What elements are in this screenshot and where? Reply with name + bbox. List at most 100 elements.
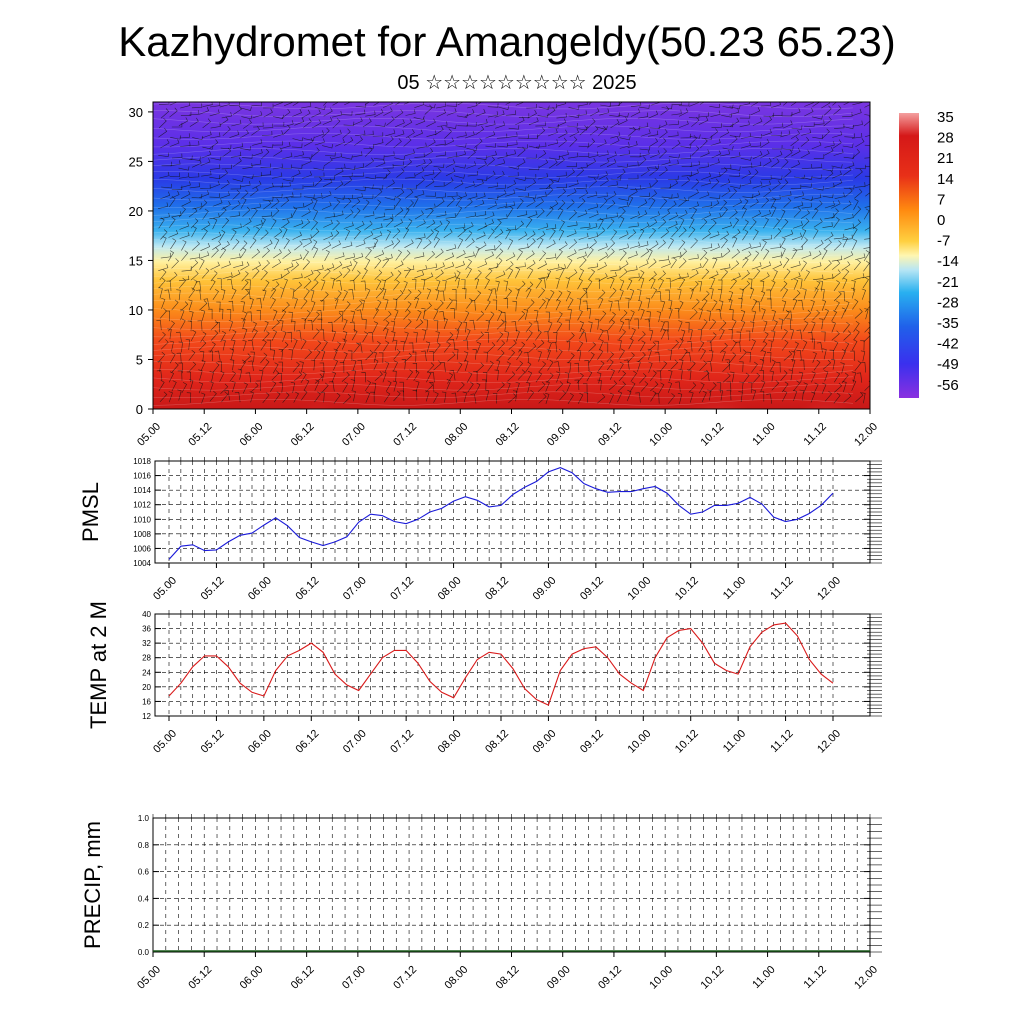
wind-barb bbox=[794, 191, 805, 199]
wind-barb bbox=[327, 321, 333, 333]
wind-barb bbox=[416, 176, 425, 187]
wind-barb bbox=[373, 307, 379, 319]
wind-barb bbox=[333, 312, 343, 323]
isotherm-line bbox=[153, 376, 854, 383]
wind-barb bbox=[331, 152, 343, 160]
wind-barb bbox=[344, 136, 354, 146]
wind-barb bbox=[766, 352, 772, 363]
wind-barb bbox=[619, 309, 628, 321]
wind-barb bbox=[158, 127, 168, 138]
x-tick-label: 10.00 bbox=[625, 728, 653, 756]
wind-barb bbox=[216, 301, 221, 313]
wind-barb bbox=[748, 278, 753, 290]
wind-barb bbox=[579, 257, 587, 268]
wind-barb bbox=[212, 198, 223, 207]
isotherm-line bbox=[153, 125, 854, 133]
wind-barb bbox=[241, 154, 253, 159]
wind-barb bbox=[528, 117, 539, 126]
wind-barb bbox=[701, 298, 708, 310]
wind-barb bbox=[383, 169, 391, 180]
wind-barb bbox=[538, 272, 549, 279]
wind-barb bbox=[220, 383, 229, 394]
wind-barb bbox=[596, 227, 606, 238]
wind-barb bbox=[722, 221, 732, 230]
wind-barb bbox=[219, 191, 230, 199]
wind-barb bbox=[646, 311, 651, 322]
wind-barb bbox=[639, 192, 650, 197]
wind-barb bbox=[752, 117, 763, 126]
wind-barb bbox=[667, 237, 675, 249]
isotherm-line bbox=[153, 193, 854, 201]
wind-barb bbox=[623, 359, 630, 370]
wind-barb bbox=[556, 183, 567, 189]
wind-barb bbox=[824, 201, 835, 209]
colorbar-label: -49 bbox=[937, 356, 959, 373]
wind-barb bbox=[832, 269, 841, 280]
wind-barb bbox=[321, 382, 329, 394]
wind-barb bbox=[292, 102, 300, 106]
wind-barb bbox=[477, 260, 488, 269]
wind-barb bbox=[619, 216, 625, 228]
wind-barb bbox=[251, 261, 262, 271]
wind-barb bbox=[271, 281, 280, 292]
wind-barb bbox=[709, 103, 721, 109]
wind-barb bbox=[719, 300, 724, 312]
wind-barb bbox=[628, 174, 639, 180]
wind-barb bbox=[446, 102, 458, 107]
wind-barb bbox=[865, 192, 870, 197]
wind-barb bbox=[576, 184, 587, 189]
wind-barb bbox=[394, 309, 399, 321]
wind-barb bbox=[598, 171, 609, 180]
wind-barb bbox=[782, 390, 788, 402]
wind-barb bbox=[546, 239, 556, 249]
wind-barb bbox=[610, 119, 620, 129]
wind-barb bbox=[833, 233, 845, 240]
wind-barb bbox=[406, 199, 414, 211]
wind-barb bbox=[596, 393, 606, 404]
wind-barb bbox=[701, 201, 713, 208]
wind-barb bbox=[742, 251, 752, 261]
wind-barb bbox=[178, 117, 189, 126]
wind-barb bbox=[790, 107, 801, 116]
wind-barb bbox=[505, 149, 516, 157]
wind-barb bbox=[597, 139, 607, 148]
wind-barb bbox=[475, 125, 485, 136]
wind-barb bbox=[439, 290, 445, 301]
wind-barb bbox=[753, 268, 761, 280]
wind-barb bbox=[212, 240, 222, 250]
wind-barb bbox=[853, 259, 861, 271]
wind-barb bbox=[474, 290, 482, 301]
wind-barb bbox=[842, 166, 852, 176]
wind-barb bbox=[689, 309, 698, 320]
wind-barb bbox=[415, 233, 426, 240]
wind-barb bbox=[650, 381, 659, 392]
wind-barb bbox=[230, 229, 237, 241]
wind-barb bbox=[558, 241, 568, 251]
wind-barb bbox=[517, 280, 526, 291]
wind-barb bbox=[822, 167, 834, 172]
wind-barb bbox=[722, 122, 734, 128]
wind-barb bbox=[523, 309, 528, 321]
wind-barb bbox=[385, 135, 394, 146]
wind-barb bbox=[533, 321, 539, 332]
wind-barb bbox=[158, 379, 165, 391]
wind-barb bbox=[171, 380, 177, 392]
wind-barb bbox=[812, 134, 824, 140]
wind-barb bbox=[832, 139, 842, 149]
wind-barb bbox=[199, 106, 209, 115]
wind-barb bbox=[260, 352, 268, 364]
wind-barb bbox=[607, 240, 616, 251]
wind-barb bbox=[426, 207, 434, 219]
wind-barb bbox=[191, 240, 200, 251]
wind-barb bbox=[364, 211, 375, 218]
wind-barb bbox=[231, 288, 237, 300]
wind-barb bbox=[209, 102, 221, 108]
wind-barb bbox=[331, 371, 336, 383]
wind-barb bbox=[670, 359, 679, 370]
wind-barb bbox=[384, 327, 389, 339]
wind-barb bbox=[538, 393, 547, 404]
isotherm-line bbox=[153, 171, 854, 178]
wind-barb bbox=[763, 217, 769, 229]
y-tick-label: 12 bbox=[142, 712, 151, 721]
wind-barb bbox=[491, 288, 497, 299]
